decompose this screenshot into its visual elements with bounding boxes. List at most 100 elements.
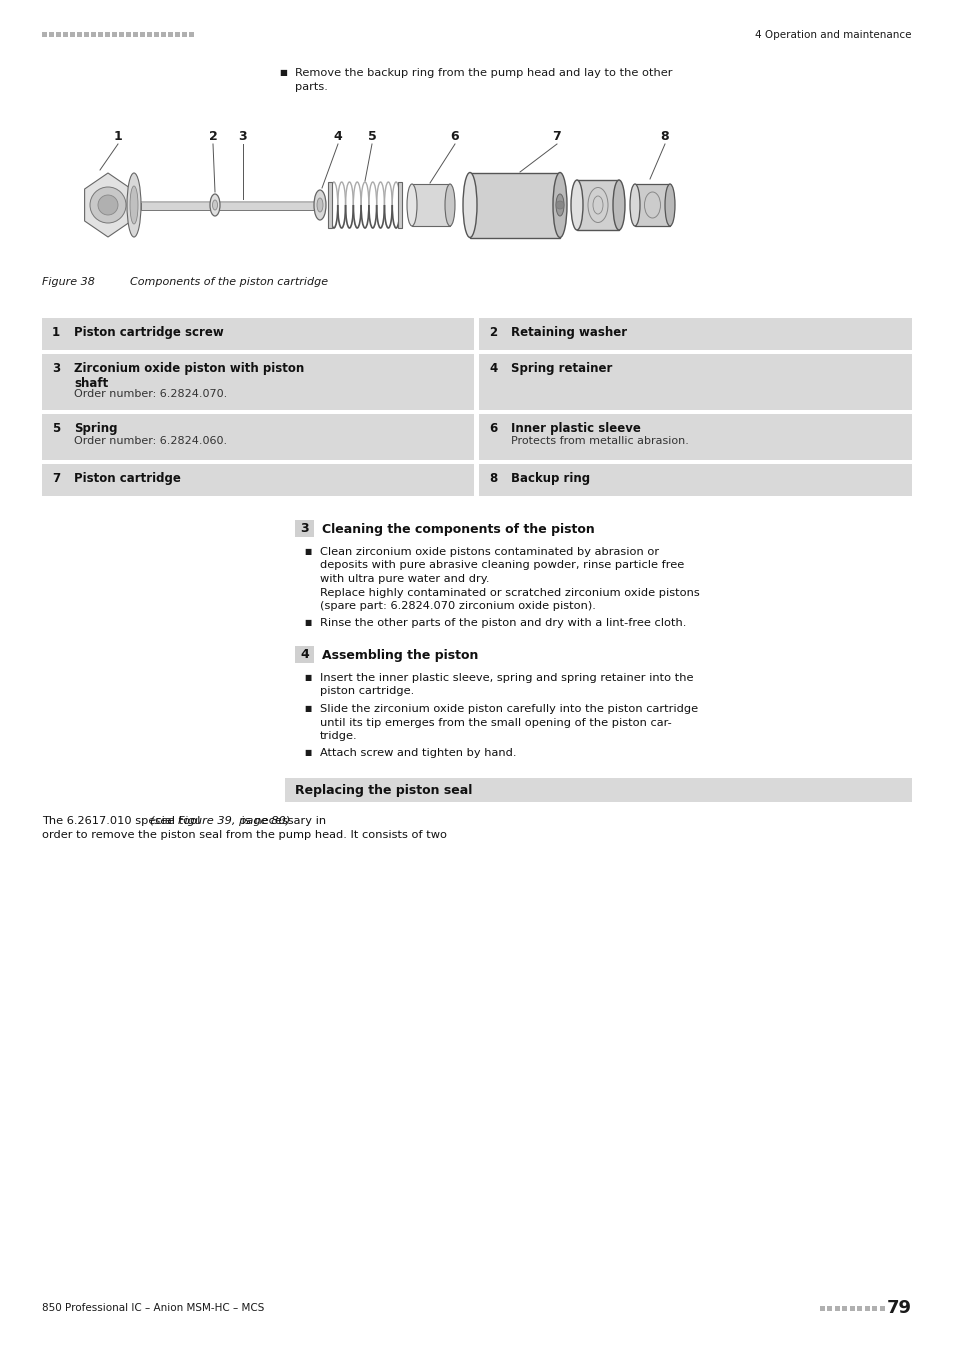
Text: Components of the piston cartridge: Components of the piston cartridge [130,277,328,288]
Ellipse shape [462,173,476,238]
Text: 2: 2 [209,130,217,143]
Polygon shape [85,173,132,238]
Text: order to remove the piston seal from the pump head. It consists of two: order to remove the piston seal from the… [42,829,447,840]
Text: Replace highly contaminated or scratched zirconium oxide pistons: Replace highly contaminated or scratched… [319,587,699,598]
Text: Insert the inner plastic sleeve, spring and spring retainer into the: Insert the inner plastic sleeve, spring … [319,674,693,683]
Bar [872,1305,877,1311]
Bar [294,647,314,663]
Ellipse shape [127,173,141,238]
Bar [84,32,89,36]
Circle shape [556,201,563,209]
Text: ■: ■ [279,68,287,77]
Text: 7: 7 [552,130,560,143]
Bar [397,182,401,228]
Text: The 6.2617.010 special tool: The 6.2617.010 special tool [42,815,204,826]
Bar [42,464,474,495]
Bar [834,1305,840,1311]
Bar [849,1305,854,1311]
Bar [112,32,117,36]
Text: Assembling the piston: Assembling the piston [322,648,477,662]
Text: parts.: parts. [294,82,328,92]
Text: ■: ■ [304,547,312,556]
Text: Replacing the piston seal: Replacing the piston seal [294,784,472,796]
Bar [105,32,110,36]
Text: 8: 8 [489,472,497,485]
Text: ■: ■ [304,618,312,628]
Bar [328,182,332,228]
Bar [126,32,131,36]
Text: tridge.: tridge. [319,730,357,741]
Text: 3: 3 [52,362,60,375]
Bar [168,32,172,36]
Text: 6: 6 [450,130,458,143]
Ellipse shape [556,194,563,216]
Ellipse shape [613,180,624,230]
Bar [189,32,193,36]
Text: Spring retainer: Spring retainer [511,362,612,375]
Bar [132,32,138,36]
Bar [826,1305,832,1311]
Text: 1: 1 [52,325,60,339]
Text: (see Figure 39, page 80): (see Figure 39, page 80) [150,815,290,826]
Text: Clean zirconium oxide pistons contaminated by abrasion or: Clean zirconium oxide pistons contaminat… [319,547,659,558]
Bar [141,201,325,202]
Text: Piston cartridge screw: Piston cartridge screw [74,325,224,339]
Text: 1: 1 [113,130,122,143]
Text: 7: 7 [52,472,60,485]
Ellipse shape [210,194,220,216]
Text: 4: 4 [300,648,309,662]
Text: Retaining washer: Retaining washer [511,325,627,339]
Text: Slide the zirconium oxide piston carefully into the piston cartridge: Slide the zirconium oxide piston careful… [319,703,698,714]
Text: 4: 4 [489,362,497,375]
Text: Inner plastic sleeve: Inner plastic sleeve [511,423,640,435]
Bar [285,778,911,802]
Ellipse shape [571,180,582,230]
Bar [479,319,911,350]
Bar [174,32,180,36]
Ellipse shape [213,200,217,211]
Bar [91,32,96,36]
Text: ■: ■ [304,748,312,757]
Bar [470,173,559,238]
Ellipse shape [407,184,416,225]
Bar [63,32,68,36]
Text: 5: 5 [367,130,376,143]
Bar [479,414,911,460]
Text: (spare part: 6.2824.070 zirconium oxide piston).: (spare part: 6.2824.070 zirconium oxide … [319,601,596,612]
Bar [147,32,152,36]
Text: piston cartridge.: piston cartridge. [319,687,414,697]
Ellipse shape [664,184,675,225]
Bar [161,32,166,36]
Text: Cleaning the components of the piston: Cleaning the components of the piston [322,522,594,536]
Ellipse shape [314,190,326,220]
Bar [153,32,159,36]
Text: Figure 38: Figure 38 [42,277,94,288]
Ellipse shape [316,198,323,212]
Bar [412,184,450,225]
Bar [49,32,54,36]
Text: 3: 3 [238,130,247,143]
Text: 4 Operation and maintenance: 4 Operation and maintenance [755,31,911,40]
Bar [42,319,474,350]
Text: 4: 4 [334,130,342,143]
Bar [56,32,61,36]
Text: Order number: 6.2824.060.: Order number: 6.2824.060. [74,436,227,446]
Text: Protects from metallic abrasion.: Protects from metallic abrasion. [511,436,689,446]
Text: 850 Professional IC – Anion MSM-HC – MCS: 850 Professional IC – Anion MSM-HC – MCS [42,1303,264,1314]
Text: 6: 6 [489,423,497,435]
Text: Backup ring: Backup ring [511,472,590,485]
Text: Zirconium oxide piston with piston
shaft: Zirconium oxide piston with piston shaft [74,362,304,390]
Text: deposits with pure abrasive cleaning powder, rinse particle free: deposits with pure abrasive cleaning pow… [319,560,683,571]
Bar [864,1305,869,1311]
Text: Spring: Spring [74,423,117,435]
Bar [119,32,124,36]
Bar [879,1305,884,1311]
Text: Rinse the other parts of the piston and dry with a lint-free cloth.: Rinse the other parts of the piston and … [319,618,685,629]
Bar [141,201,325,209]
Bar [857,1305,862,1311]
Text: Remove the backup ring from the pump head and lay to the other: Remove the backup ring from the pump hea… [294,68,672,78]
Bar [479,354,911,410]
Bar [577,180,618,230]
Text: 5: 5 [52,423,60,435]
Bar [635,184,669,225]
